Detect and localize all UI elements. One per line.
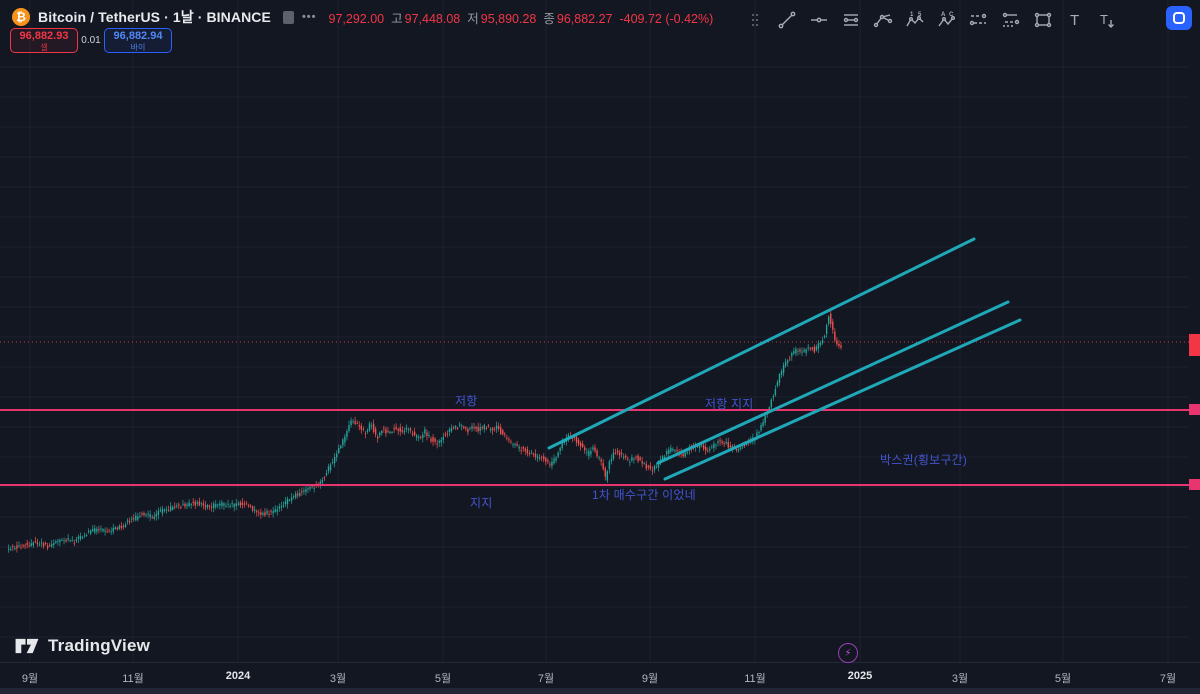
- open-value: 97,292.00: [328, 11, 385, 26]
- high-value: 97,448.08: [404, 11, 461, 26]
- price-chart-canvas[interactable]: [0, 0, 1200, 662]
- time-axis-label: 5월: [434, 673, 452, 685]
- bitcoin-icon: ₿: [12, 8, 30, 26]
- more-options-icon[interactable]: •••: [301, 11, 317, 23]
- close-label: 종: [543, 11, 555, 26]
- time-axis-label: 2025: [847, 670, 873, 682]
- spread-value: 0.01: [81, 35, 101, 46]
- trend-line-icon[interactable]: [776, 9, 798, 31]
- pattern-dots-b-icon[interactable]: [1000, 9, 1022, 31]
- time-axis-label: 9월: [641, 673, 659, 685]
- price-label-tab: [1189, 334, 1200, 356]
- chart-annotation[interactable]: 지지: [470, 496, 493, 510]
- svg-text:C: C: [949, 12, 954, 18]
- ohlc-values: 97,292.00 고 97,448.08 저 95,890.28 종 96,8…: [329, 8, 714, 27]
- chart-annotation[interactable]: 저항: [455, 394, 478, 408]
- time-axis-label: 11월: [744, 673, 766, 685]
- buy-label: 바이: [130, 42, 146, 52]
- buy-button[interactable]: 96,882.94 바이: [104, 28, 172, 53]
- channel-middle-line[interactable]: [656, 300, 1010, 465]
- high-label: 고: [391, 11, 403, 26]
- horizontal-line-icon[interactable]: [808, 9, 830, 31]
- chart-annotation[interactable]: 저항 지지: [705, 397, 754, 411]
- sell-label: 셀: [40, 42, 48, 52]
- time-axis-label: 9월: [21, 673, 39, 685]
- rectangle-icon[interactable]: [1032, 9, 1054, 31]
- time-axis-label: 5월: [1054, 673, 1072, 685]
- low-value: 95,890.28: [480, 11, 537, 26]
- svg-text:5: 5: [918, 12, 922, 18]
- sell-button[interactable]: 96,882.93 셀: [10, 28, 78, 53]
- low-label: 저: [467, 11, 479, 26]
- brand-name: TradingView: [48, 636, 151, 655]
- tradingview-logo[interactable]: TradingView: [14, 636, 150, 656]
- text-icon[interactable]: T: [1064, 9, 1086, 31]
- time-axis-label: 3월: [951, 673, 969, 685]
- time-axis-label: 2024: [225, 670, 251, 682]
- chart-annotation[interactable]: 1차 매수구간 이었네: [592, 488, 696, 502]
- symbol-legend: ₿ Bitcoin / TetherUS · 1날 · BINANCE ••• …: [12, 7, 713, 27]
- chart-annotation[interactable]: 박스권(횡보구간): [880, 453, 968, 467]
- change-value: -409.72 (-0.42%): [619, 11, 714, 26]
- svg-text:A: A: [941, 12, 946, 18]
- price-label-tab: [1189, 479, 1200, 490]
- close-value: 96,882.27: [556, 11, 613, 26]
- pattern-dots-a-icon[interactable]: [968, 9, 990, 31]
- polyline-icon[interactable]: [872, 9, 894, 31]
- grid-lines: [0, 0, 1189, 662]
- trade-panel: 96,882.93 셀 0.01 96,882.94 바이: [10, 28, 172, 53]
- symbol-title[interactable]: Bitcoin / TetherUS · 1날 · BINANCE: [38, 9, 271, 25]
- flag-icon[interactable]: [282, 10, 294, 24]
- channel-upper-line[interactable]: [547, 237, 976, 450]
- time-axis-label: 7월: [1159, 673, 1177, 685]
- svg-text:1: 1: [910, 12, 914, 18]
- time-axis-label: 3월: [329, 673, 347, 685]
- tradingview-mark-icon: [15, 638, 39, 654]
- events-lightning-icon[interactable]: ⚡: [838, 643, 858, 663]
- drag-handle-icon[interactable]: [744, 9, 766, 31]
- candlestick-series: [8, 309, 842, 553]
- time-axis-label: 7월: [537, 673, 555, 685]
- price-label-tab: [1189, 404, 1200, 415]
- sell-price: 96,882.93: [19, 29, 69, 42]
- bottom-strip: [0, 688, 1200, 694]
- time-axis-label: 11월: [122, 673, 144, 685]
- svg-text:T: T: [1100, 12, 1108, 27]
- time-axis[interactable]: 9월 11월 2024 3월 5월 7월 9월 11월 2025 3월 5월 7월: [0, 662, 1200, 688]
- svg-text:T: T: [1070, 12, 1079, 29]
- anchored-text-icon[interactable]: T: [1096, 9, 1118, 31]
- panel-toggle-button[interactable]: [1166, 6, 1192, 30]
- channel-lower-line[interactable]: [663, 318, 1022, 481]
- panel-toggle-icon: [1173, 12, 1185, 24]
- parallel-lines-icon[interactable]: [840, 9, 862, 31]
- buy-price: 96,882.94: [113, 29, 163, 42]
